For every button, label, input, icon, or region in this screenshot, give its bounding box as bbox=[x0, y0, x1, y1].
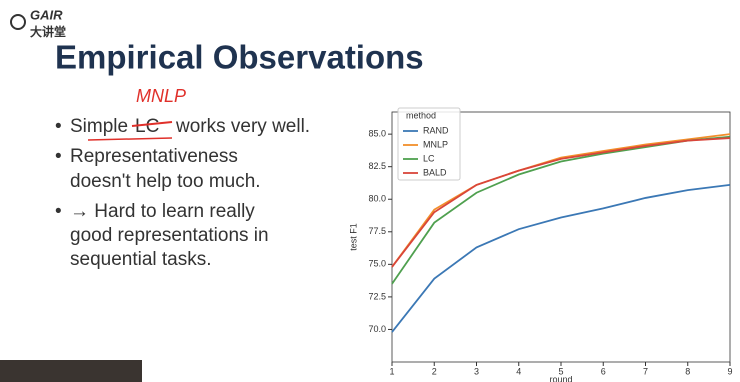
webcam-overlay bbox=[0, 360, 142, 382]
bullet-dot: • bbox=[55, 201, 62, 222]
x-tick-label: 2 bbox=[432, 366, 437, 376]
bullet-dot: • bbox=[55, 116, 62, 137]
series-line bbox=[391, 184, 731, 333]
legend-label: MNLP bbox=[423, 139, 448, 149]
y-tick-label: 70.0 bbox=[368, 324, 386, 334]
x-tick-label: 8 bbox=[685, 366, 690, 376]
y-tick-label: 72.5 bbox=[368, 291, 386, 301]
bullet-text: good representations in bbox=[70, 225, 269, 246]
bullet-text: works very well. bbox=[175, 116, 310, 137]
series-line bbox=[391, 133, 731, 268]
bullet-text: Simple bbox=[70, 116, 128, 137]
bullet-dot: • bbox=[55, 146, 62, 167]
x-tick-label: 6 bbox=[601, 366, 606, 376]
x-tick-label: 4 bbox=[516, 366, 521, 376]
bullet-text: Representativeness bbox=[70, 146, 238, 167]
chart: 70.0 72.5 75.0 77.5 80.0 82.5 85.0 1 2 3 4 5 6 7 8 9 rou… bbox=[348, 107, 733, 382]
series-line bbox=[391, 137, 731, 268]
logo-name: GAIR bbox=[30, 7, 63, 22]
x-tick-label: 1 bbox=[389, 366, 394, 376]
strike-line bbox=[131, 121, 173, 127]
slide-title: Empirical Observations bbox=[55, 39, 424, 76]
y-tick-label: 75.0 bbox=[368, 259, 386, 269]
x-axis-label: round bbox=[549, 374, 572, 382]
underline bbox=[87, 137, 173, 141]
legend-label: LC bbox=[423, 153, 435, 163]
logo-icon bbox=[10, 14, 26, 30]
y-tick-label: 80.0 bbox=[368, 194, 386, 204]
x-tick-label: 5 bbox=[558, 366, 563, 376]
x-tick-label: 9 bbox=[727, 366, 732, 376]
x-tick-label: 7 bbox=[643, 366, 648, 376]
y-axis-label: test F1 bbox=[348, 223, 358, 251]
legend-title: method bbox=[406, 110, 436, 120]
legend-label: BALD bbox=[423, 167, 447, 177]
y-tick-label: 82.5 bbox=[368, 161, 386, 171]
y-tick-label: 77.5 bbox=[368, 226, 386, 236]
x-tick-label: 3 bbox=[474, 366, 479, 376]
logo-subtitle: 大讲堂 bbox=[30, 24, 66, 39]
struck-text: LC bbox=[135, 116, 159, 137]
bullet-text: → Hard to learn really bbox=[70, 201, 255, 222]
legend-label: RAND bbox=[423, 125, 449, 135]
y-tick-label: 85.0 bbox=[368, 129, 386, 139]
legend-box bbox=[397, 107, 461, 181]
bullet-text: sequential tasks. bbox=[70, 249, 212, 270]
bullet-text: doesn't help too much. bbox=[70, 171, 261, 192]
handwritten-note: MNLP bbox=[136, 86, 186, 106]
